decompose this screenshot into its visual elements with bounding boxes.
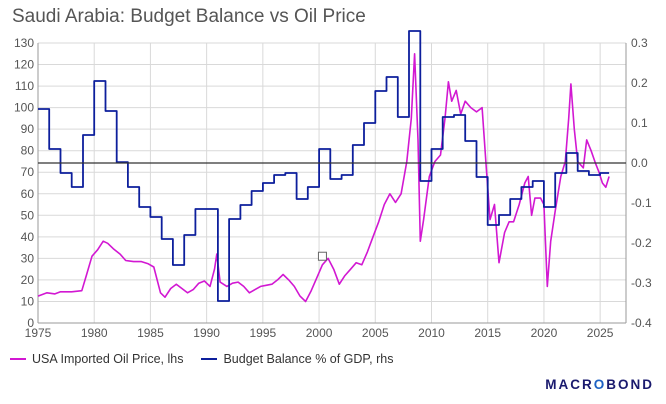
y-right-tick--0.4: -0.4 — [631, 316, 652, 330]
x-tick-1985: 1985 — [137, 326, 164, 340]
y-right-tick--0.2: -0.2 — [631, 236, 652, 250]
y-right-tick--0.3: -0.3 — [631, 276, 652, 290]
logo-accent-letter: O — [593, 377, 607, 392]
macrobond-logo: MACROBOND — [545, 377, 654, 392]
y-left-tick-50: 50 — [21, 208, 35, 222]
y-right-tick-0.1: 0.1 — [631, 116, 648, 130]
y-left-tick-70: 70 — [21, 165, 35, 179]
legend: USA Imported Oil Price, lhs Budget Balan… — [10, 352, 393, 366]
x-tick-2015: 2015 — [474, 326, 501, 340]
legend-label-oil-price: USA Imported Oil Price, lhs — [32, 352, 184, 366]
y-left-tick-30: 30 — [21, 251, 35, 265]
y-right-tick-0.0: 0.0 — [631, 156, 648, 170]
x-tick-1975: 1975 — [25, 326, 52, 340]
x-tick-1990: 1990 — [193, 326, 220, 340]
x-tick-2025: 2025 — [587, 326, 614, 340]
logo-text-end: BOND — [606, 377, 654, 392]
y-left-tick-110: 110 — [15, 79, 34, 93]
y-left-tick-20: 20 — [21, 273, 35, 287]
legend-swatch-oil-price — [10, 358, 26, 360]
legend-item-oil-price: USA Imported Oil Price, lhs — [10, 352, 183, 366]
series-oil-price-line — [37, 53, 610, 303]
y-left-tick-120: 120 — [14, 58, 34, 72]
y-left-tick-0: 0 — [27, 316, 34, 330]
logo-text-start: MACR — [545, 377, 594, 392]
x-tick-2010: 2010 — [418, 326, 445, 340]
y-left-tick-90: 90 — [21, 122, 35, 136]
legend-swatch-budget-balance — [201, 358, 218, 360]
y-left-tick-60: 60 — [21, 187, 35, 201]
y-left-tick-10: 10 — [21, 294, 35, 308]
y-left-tick-80: 80 — [21, 144, 35, 158]
x-tick-2005: 2005 — [362, 326, 389, 340]
y-left-tick-130: 130 — [14, 36, 34, 50]
y-right-tick-0.2: 0.2 — [631, 76, 648, 90]
x-tick-1980: 1980 — [81, 326, 108, 340]
legend-label-budget-balance: Budget Balance % of GDP, rhs — [223, 352, 394, 366]
y-right-tick-0.3: 0.3 — [631, 36, 648, 50]
y-right-tick--0.1: -0.1 — [631, 196, 652, 210]
legend-item-budget-balance: Budget Balance % of GDP, rhs — [201, 352, 393, 366]
x-tick-2020: 2020 — [531, 326, 558, 340]
annotation-marker-0 — [317, 251, 327, 261]
x-tick-1995: 1995 — [250, 326, 277, 340]
x-tick-2000: 2000 — [306, 326, 333, 340]
series-budget-balance-line — [38, 30, 610, 302]
y-left-tick-40: 40 — [21, 230, 35, 244]
y-left-tick-100: 100 — [14, 101, 34, 115]
chart-title: Saudi Arabia: Budget Balance vs Oil Pric… — [12, 6, 366, 27]
